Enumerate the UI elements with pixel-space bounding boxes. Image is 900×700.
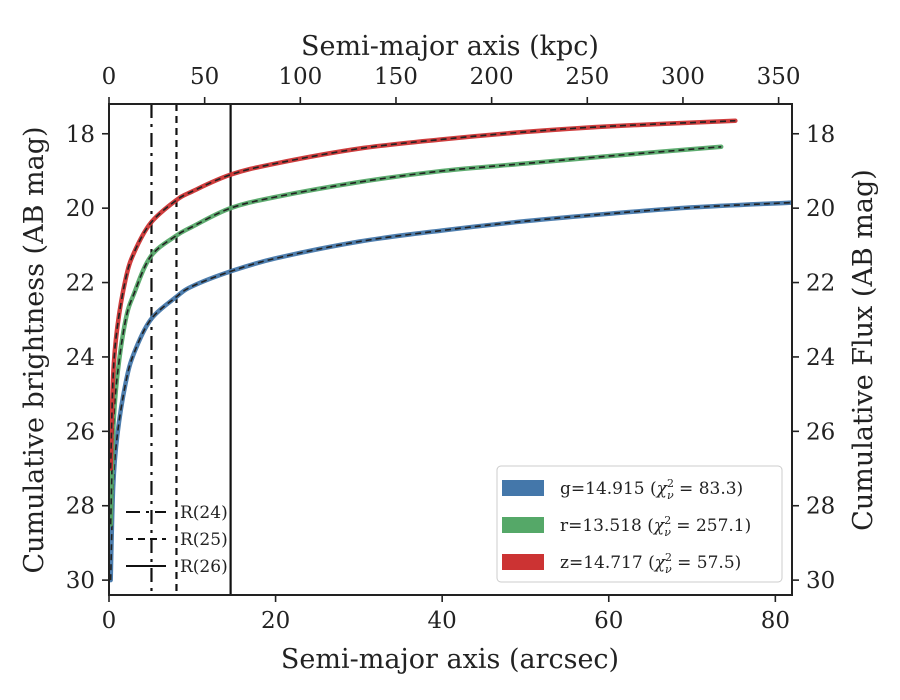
legend-swatch-1: [502, 517, 544, 533]
band-legend: g=14.915 (χ2 ν = 83.3) r=13.518 (χ2 ν = 257…: [496, 465, 783, 583]
right-y-tick-label: 18: [806, 122, 835, 148]
legend-box: [496, 465, 783, 583]
top-x-tick-label: 0: [102, 64, 117, 90]
y-tick-label: 24: [66, 345, 95, 371]
x-tick-label: 40: [428, 608, 457, 634]
right-y-tick-label: 30: [806, 568, 835, 594]
top-x-tick-label: 50: [190, 64, 219, 90]
x-tick-label: 80: [761, 608, 790, 634]
axis-ticks: 0 20 40 60 80 0 50 100 150 200 250 300 350 18 20 22 24 26…: [66, 64, 836, 634]
top-x-tick-label: 250: [565, 64, 609, 90]
right-y-tick-label: 20: [806, 196, 835, 222]
legend-label-1: r=13.518 (χ2 ν = 257.1): [560, 514, 751, 539]
y-tick-label: 26: [66, 419, 95, 445]
radius-legend: R(24) R(25) R(26): [126, 503, 228, 577]
top-x-tick-label: 150: [374, 64, 418, 90]
legend-label-2: z=14.717 (χ2 ν = 57.5): [560, 551, 741, 576]
y-axis-label: Cumulative brightness (AB mag): [19, 126, 50, 573]
legend-swatch-2: [502, 554, 544, 570]
right-y-tick-label: 24: [806, 345, 835, 371]
legend-swatch-0: [502, 480, 544, 496]
y-tick-label: 28: [66, 494, 95, 520]
model-curve-z: [109, 119, 736, 469]
top-x-tick-label: 300: [661, 64, 705, 90]
top-x-tick-label: 100: [278, 64, 322, 90]
legend-label-0: g=14.915 (χ2 ν = 83.3): [560, 477, 743, 502]
right-y-tick-label: 28: [806, 494, 835, 520]
y-tick-label: 18: [66, 122, 95, 148]
radius-legend-label-0: R(24): [180, 503, 228, 523]
y-tick-label: 30: [66, 568, 95, 594]
top-x-axis-label: Semi-major axis (kpc): [301, 31, 599, 62]
x-axis-label: Semi-major axis (arcsec): [281, 644, 619, 675]
radius-legend-label-1: R(25): [180, 530, 228, 550]
x-tick-label: 60: [594, 608, 623, 634]
x-tick-label: 0: [102, 608, 117, 634]
axes-box: [108, 103, 793, 596]
y-tick-label: 22: [66, 271, 95, 297]
model-curve-r: [109, 145, 722, 525]
top-x-tick-label: 350: [757, 64, 801, 90]
radius-legend-label-2: R(26): [180, 557, 228, 577]
model-curve-g: [109, 201, 792, 581]
y-tick-label: 20: [66, 196, 95, 222]
plot-frame: [108, 103, 793, 596]
right-y-tick-label: 22: [806, 271, 835, 297]
top-x-tick-label: 200: [470, 64, 514, 90]
plot-area: [109, 104, 792, 595]
right-y-axis-label: Cumulative Flux (AB mag): [848, 169, 879, 531]
x-tick-label: 20: [261, 608, 290, 634]
right-y-tick-label: 26: [806, 419, 835, 445]
